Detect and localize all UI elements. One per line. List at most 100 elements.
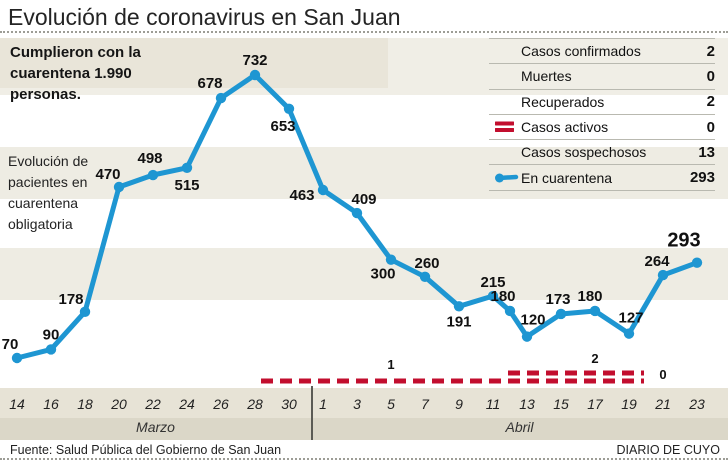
x-axis-band: [0, 388, 728, 418]
legend-label: Muertes: [521, 68, 572, 85]
data-point-dot: [589, 305, 601, 317]
legend-value: 293: [689, 169, 715, 187]
legend-label: Recuperados: [521, 93, 605, 110]
data-point-label: 498: [137, 150, 162, 167]
active-cases-count-label: 1: [387, 357, 394, 372]
data-point-label: 260: [414, 255, 439, 272]
x-tick-label: 15: [553, 396, 569, 412]
legend-label: Casos sospechosos: [521, 144, 647, 161]
legend-value: 2: [706, 42, 715, 60]
data-point-dot: [249, 69, 261, 81]
legend-label: Casos activos: [521, 119, 609, 136]
x-tick-label: 5: [387, 396, 395, 412]
page-title: Evolución de coronavirus en San Juan: [8, 4, 401, 30]
legend-row: Casos confirmados 2: [489, 39, 715, 65]
data-point-label: 173: [545, 291, 570, 308]
quarantine-note: Cumplieron con la cuarentena 1.990 perso…: [10, 44, 141, 103]
data-point-dot: [623, 328, 635, 339]
x-tick-label: 22: [145, 396, 161, 412]
quarantine-line-icon: [489, 172, 521, 184]
data-point-label: 127: [618, 310, 643, 327]
month-divider-line: [311, 386, 313, 440]
chart-description: Evolución de pacientes en cuarentena obl…: [8, 153, 89, 232]
data-point-label: 178: [58, 291, 83, 308]
legend-label: En cuarentena: [521, 169, 613, 186]
data-point-label: 678: [197, 75, 222, 92]
data-point-dot: [419, 271, 431, 282]
data-point-dot: [487, 290, 499, 302]
x-tick-label: 28: [247, 396, 263, 412]
data-point-dot: [351, 207, 363, 219]
data-point-label: 732: [242, 52, 267, 69]
legend-row: Casos sospechosos 13: [489, 140, 715, 166]
legend-row: Casos activos 0: [489, 115, 715, 141]
data-point-dot: [11, 352, 23, 364]
data-point-dot: [181, 162, 193, 173]
x-tick-label: 16: [43, 396, 59, 412]
data-point-label: 463: [289, 187, 314, 204]
data-point-dot: [453, 301, 465, 312]
data-point-dot: [113, 181, 125, 193]
data-point-dot: [521, 331, 533, 342]
active-cases-count-label: 2: [591, 351, 598, 366]
data-point-label: 515: [174, 177, 199, 194]
active-cases-icon: [489, 121, 521, 133]
month-band: [0, 418, 728, 440]
source-credit: Fuente: Salud Pública del Gobierno de Sa…: [10, 443, 282, 457]
legend-value: 2: [706, 93, 715, 111]
data-point-label: 70: [2, 336, 19, 353]
x-tick-label: 30: [281, 396, 297, 412]
data-point-dot: [79, 306, 91, 318]
month-label-abril: Abril: [505, 419, 534, 435]
legend-label: Casos confirmados: [521, 43, 641, 60]
summary-table: Casos confirmados 2 Muertes 0 Recuperados 2 Ca…: [489, 38, 715, 191]
data-point-label: 653: [270, 118, 295, 135]
data-point-dot: [317, 184, 329, 196]
x-tick-label: 18: [77, 396, 93, 412]
x-tick-label: 24: [179, 396, 195, 412]
data-point-dot: [283, 103, 295, 114]
footer-divider: [0, 458, 728, 460]
data-point-label: 120: [520, 312, 545, 329]
x-tick-label: 13: [519, 396, 535, 412]
legend-row: En cuarentena 293: [489, 165, 715, 191]
data-point-dot: [147, 169, 159, 181]
legend-value: 0: [706, 118, 715, 136]
title-divider: [0, 31, 728, 33]
data-point-dot: [45, 344, 57, 355]
data-point-dot: [555, 308, 567, 320]
data-point-dot: [691, 257, 703, 268]
x-tick-label: 26: [213, 396, 229, 412]
data-point-label: 409: [351, 191, 376, 208]
legend-row: Muertes 0: [489, 64, 715, 90]
data-point-label: 470: [95, 166, 120, 183]
legend-value: 0: [706, 67, 715, 85]
x-tick-label: 23: [689, 396, 705, 412]
month-label-marzo: Marzo: [136, 419, 175, 435]
publisher-credit: DIARIO DE CUYO: [616, 443, 721, 457]
x-tick-label: 11: [485, 396, 501, 412]
x-tick-label: 9: [455, 396, 463, 412]
legend-row: Recuperados 2: [489, 90, 715, 115]
data-point-dot: [657, 269, 669, 281]
quarantine-trend-line: [14, 72, 700, 361]
latest-value-label: 293: [667, 230, 700, 252]
x-tick-label: 21: [655, 396, 671, 412]
x-tick-label: 19: [621, 396, 637, 412]
data-point-label: 264: [644, 253, 670, 270]
note-background: [0, 38, 388, 88]
legend-value: 13: [698, 143, 715, 161]
data-point-label: 180: [490, 288, 515, 305]
data-point-label: 90: [43, 326, 60, 343]
data-point-label: 191: [446, 313, 471, 330]
background-stripe: [0, 248, 728, 300]
x-tick-label: 3: [353, 396, 361, 412]
data-point-dot: [215, 92, 227, 104]
data-point-label: 215: [480, 274, 505, 291]
x-tick-label: 1: [319, 396, 327, 412]
x-tick-label: 17: [587, 396, 603, 412]
x-tick-label: 20: [111, 396, 127, 412]
active-cases-count-label: 0: [659, 367, 666, 382]
